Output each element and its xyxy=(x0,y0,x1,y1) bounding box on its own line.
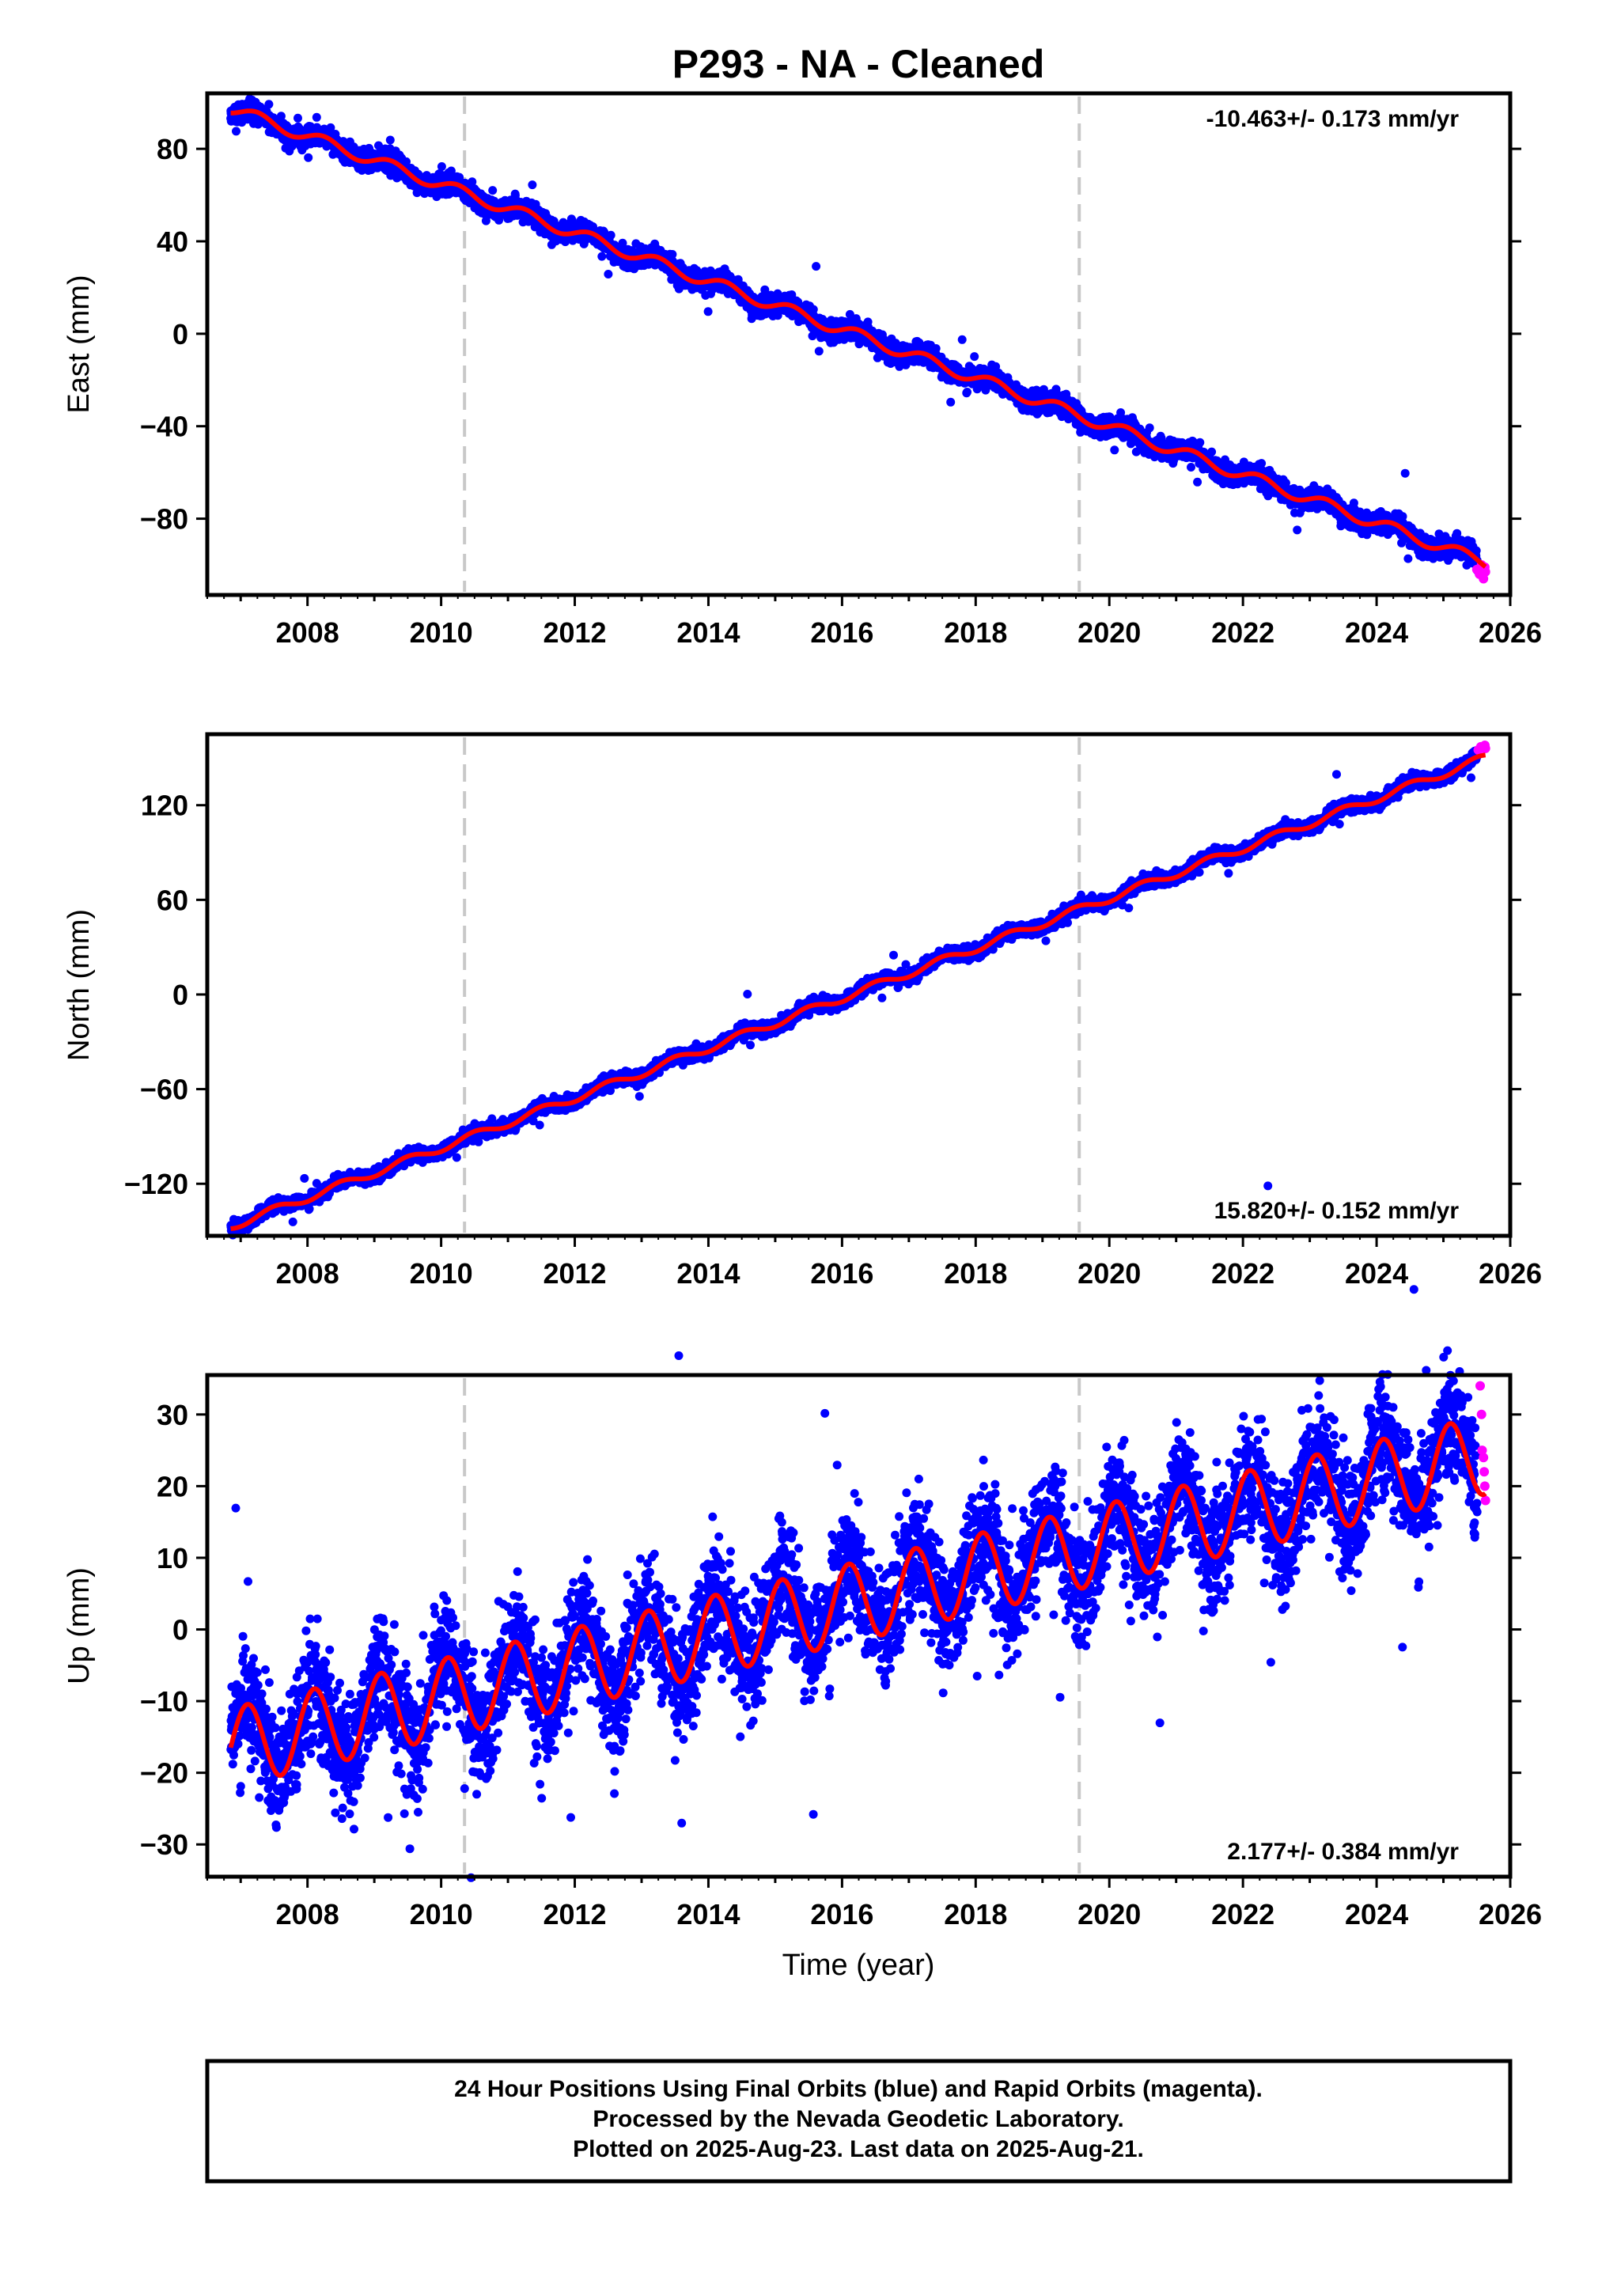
final-orbit-point xyxy=(963,388,971,396)
final-orbit-point xyxy=(814,347,824,356)
final-orbit-point xyxy=(264,100,274,109)
final-orbit-point xyxy=(1110,445,1119,455)
final-orbit-point xyxy=(812,262,821,271)
final-orbit-points xyxy=(226,94,1482,575)
final-orbit-point xyxy=(1400,468,1410,478)
final-orbit-point xyxy=(1193,477,1202,487)
final-orbit-point xyxy=(1195,438,1205,447)
final-orbit-point xyxy=(703,307,713,316)
final-orbit-point xyxy=(1403,554,1413,563)
final-orbit-point xyxy=(1207,447,1217,457)
final-orbit-point xyxy=(970,352,979,362)
final-orbit-point xyxy=(312,112,321,122)
final-orbit-point xyxy=(1187,463,1195,472)
final-orbit-point xyxy=(488,186,498,195)
final-orbit-point xyxy=(528,180,537,190)
final-orbit-point xyxy=(276,112,286,121)
final-orbit-point xyxy=(946,397,956,407)
final-orbit-point xyxy=(385,135,395,145)
figure-title: P293 - NA - Cleaned xyxy=(672,42,1045,86)
final-orbit-point xyxy=(597,252,607,261)
final-orbit-point xyxy=(1145,423,1154,433)
final-orbit-point xyxy=(1293,525,1302,535)
final-orbit-point xyxy=(606,230,615,240)
final-orbit-point xyxy=(437,162,446,171)
final-orbit-point xyxy=(604,270,613,278)
final-orbit-point xyxy=(294,113,302,123)
final-orbit-point xyxy=(304,153,313,162)
final-orbit-point xyxy=(957,335,967,344)
final-orbit-point xyxy=(232,127,240,136)
east-panel: 2008 2010 2012 2014 2016 2018 2020 2022 2024 2026… xyxy=(62,91,1542,649)
